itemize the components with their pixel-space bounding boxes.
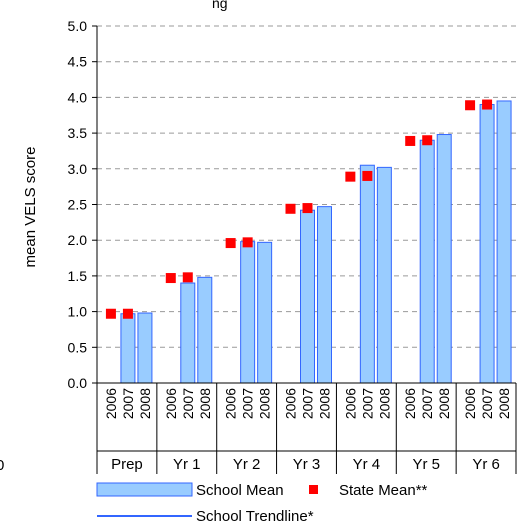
year-label: 2008 (257, 388, 273, 419)
y-axis: 0.0 0.5 1.0 1.5 2.0 2.5 3.0 3.5 4.0 4.5 5.0 (68, 18, 98, 391)
state-mean-marker (465, 100, 476, 111)
state-mean-marker (225, 238, 236, 249)
group-label: Yr 5 (412, 456, 440, 473)
y-tick-label: 3.0 (68, 161, 88, 177)
legend-school-mean-swatch (96, 482, 193, 497)
state-mean-marker (362, 170, 373, 181)
legend-state-mean-label: State Mean** (339, 482, 428, 499)
year-label: 2006 (342, 388, 358, 419)
y-tick-label: 2.0 (68, 232, 88, 248)
legend: School Mean State Mean** School Trendlin… (96, 482, 428, 525)
school-mean-bar (479, 104, 495, 384)
year-label: 2008 (317, 388, 333, 419)
year-label: 2007 (419, 388, 435, 419)
year-label: 2007 (240, 388, 256, 419)
state-mean-marker (165, 273, 176, 284)
year-label: 2007 (180, 388, 196, 419)
year-label: 2006 (283, 388, 299, 419)
school-mean-bar (300, 209, 315, 384)
group-label: Yr 6 (472, 456, 500, 473)
school-mean-bar (137, 312, 153, 384)
year-label: 2007 (300, 388, 316, 419)
school-mean-bar (376, 166, 392, 384)
state-mean-marker (105, 308, 116, 319)
year-label: 2006 (103, 388, 119, 419)
y-tick-label: 0.0 (68, 375, 88, 391)
state-mean-marker (405, 135, 416, 146)
group-label: Yr 1 (173, 456, 201, 473)
state-mean-markers (105, 99, 493, 319)
year-label: 2006 (163, 388, 179, 419)
school-mean-bar (359, 164, 375, 384)
state-mean-marker (302, 203, 313, 214)
year-label: 2008 (496, 388, 512, 419)
school-mean-bar (317, 206, 332, 384)
year-label: 2006 (462, 388, 478, 419)
y-tick-label: 0.5 (68, 339, 88, 355)
school-mean-bar (240, 241, 256, 384)
state-mean-marker (122, 308, 133, 319)
school-mean-bar (197, 276, 213, 384)
group-label: Yr 4 (353, 456, 381, 473)
year-label: 2007 (359, 388, 375, 419)
y-axis-title: mean VELS score (22, 147, 39, 268)
y-tick-label: 4.5 (68, 54, 88, 70)
year-label: 2006 (223, 388, 239, 419)
y-tick-label: 2.5 (68, 197, 88, 213)
state-mean-marker (345, 171, 356, 182)
school-mean-bar (180, 282, 196, 384)
year-label: 2007 (479, 388, 495, 419)
year-label: 2008 (197, 388, 213, 419)
legend-trendline-label: School Trendline* (196, 508, 314, 525)
legend-state-mean-marker (309, 485, 318, 494)
y-tick-label: 1.5 (68, 268, 88, 284)
school-mean-bar (419, 139, 435, 384)
y-tick-label: 1.0 (68, 304, 88, 320)
group-label: Yr 2 (233, 456, 261, 473)
group-label: Prep (111, 456, 143, 473)
y-tick-label: 3.5 (68, 125, 88, 141)
state-mean-marker (242, 237, 253, 248)
year-label: 2007 (120, 388, 136, 419)
year-label: 2006 (402, 388, 418, 419)
legend-school-mean-label: School Mean (196, 482, 284, 499)
school-mean-bar (496, 100, 512, 384)
year-label: 2008 (376, 388, 392, 419)
state-mean-marker (182, 272, 193, 283)
group-label: Yr 3 (293, 456, 321, 473)
left-edge-fragment: 0 (0, 457, 4, 474)
y-tick-label: 4.0 (68, 89, 88, 105)
school-mean-bar (436, 134, 452, 384)
school-mean-bar (120, 313, 136, 384)
y-tick-label: 5.0 (68, 18, 88, 34)
state-mean-marker (482, 99, 493, 110)
state-mean-marker (422, 135, 433, 146)
bars (120, 100, 512, 384)
title-fragment: ng (212, 0, 228, 11)
state-mean-marker (285, 203, 296, 214)
year-label: 2008 (436, 388, 452, 419)
year-label: 2008 (137, 388, 153, 419)
school-mean-bar (257, 241, 273, 384)
